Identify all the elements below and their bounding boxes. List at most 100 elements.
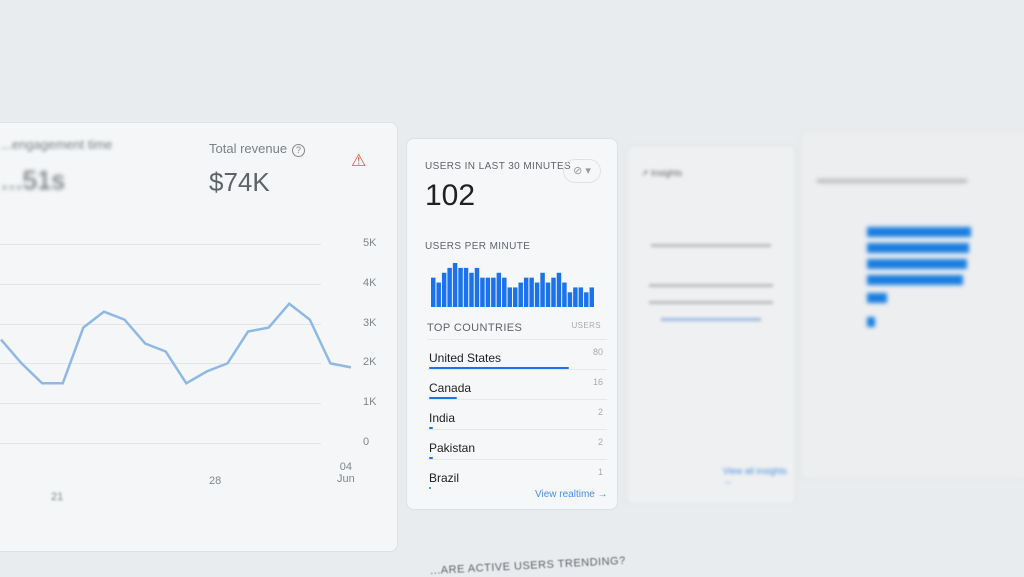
view-realtime-link[interactable]: View realtime → [535, 489, 608, 500]
x-tick: 21 [51, 491, 64, 503]
country-name: United States [429, 351, 502, 365]
users-per-minute-bar [513, 287, 518, 307]
view-insights-link[interactable]: View all insights → [723, 466, 787, 486]
gridline [0, 283, 321, 285]
country-users: 1 [597, 467, 603, 477]
country-row-divider [427, 369, 607, 370]
y-tick: 3K [363, 316, 377, 329]
revenue-line-chart [0, 301, 352, 385]
country-bar [429, 397, 457, 399]
revenue-label: Total revenue? [209, 141, 306, 157]
users-per-minute-bar [491, 277, 496, 307]
users-per-minute-bar [573, 287, 578, 307]
country-users: 16 [592, 377, 603, 387]
users-per-minute-bar [447, 267, 452, 307]
users-per-minute-bar [441, 272, 447, 307]
x-tick: 28 [209, 475, 222, 487]
y-tick: 4K [363, 276, 377, 289]
users-per-minute-bar [458, 267, 463, 307]
card-title [817, 179, 967, 183]
realtime-card: USERS IN LAST 30 MINUTES ⊘ ▾ 102 USERS P… [406, 138, 618, 510]
engagement-label: ...engagement time [1, 137, 113, 152]
country-row-divider [427, 399, 607, 400]
help-icon[interactable]: ? [292, 144, 306, 157]
realtime-title: USERS IN LAST 30 MINUTES [425, 161, 572, 172]
users-per-minute-bar [584, 292, 589, 307]
users-per-minute-bar [436, 282, 441, 307]
bar [867, 227, 971, 237]
country-name: Canada [429, 381, 472, 395]
bar [867, 317, 875, 327]
users-per-minute-bar [562, 282, 567, 307]
users-per-minute-bar [567, 292, 573, 307]
bar [867, 259, 967, 269]
country-name: India [429, 411, 456, 425]
engagement-value: ...51s [1, 165, 65, 195]
users-per-minute-bar [518, 282, 523, 307]
users-per-minute-bar [463, 267, 469, 307]
realtime-value: 102 [425, 179, 476, 212]
gridline [0, 403, 321, 405]
revenue-label-text: Total revenue [209, 141, 288, 156]
users-per-minute-bar [534, 282, 540, 307]
insights-title-text: Insights [651, 168, 683, 178]
country-row-divider [427, 429, 607, 430]
x-tick: 04 Jun [337, 461, 355, 485]
country-row-divider [427, 339, 607, 340]
users-per-minute-bar [529, 277, 534, 307]
blurred-bar-chart-card [800, 130, 1024, 480]
gridline [0, 443, 321, 444]
y-tick: 1K [363, 396, 377, 409]
warning-triangle-icon[interactable]: ⚠ [351, 151, 367, 170]
users-per-minute-bar [523, 277, 529, 307]
insights-text [651, 244, 771, 247]
top-countries-label: TOP COUNTRIES [427, 322, 523, 334]
users-per-minute-bar [545, 282, 551, 307]
y-tick: 2K [363, 356, 377, 369]
users-per-minute-bar [551, 277, 556, 307]
per-minute-label: USERS PER MINUTE [425, 241, 531, 252]
gridline [0, 244, 321, 245]
insights-text [661, 318, 761, 321]
country-row-divider [427, 459, 607, 460]
country-bar [429, 457, 433, 459]
users-per-minute-bar [452, 263, 458, 307]
revenue-value: $74K [209, 167, 270, 197]
y-tick: 5K [363, 237, 377, 249]
bar [867, 243, 969, 253]
insights-text [649, 301, 773, 304]
revenue-card: ...engagement time ...51s Total revenue?… [0, 122, 398, 552]
users-column-label: USERS [571, 321, 601, 330]
y-tick: 0 [363, 436, 370, 448]
users-per-minute-bar [507, 287, 512, 307]
country-bar [429, 367, 569, 369]
country-name: Pakistan [429, 441, 476, 455]
revenue-series-line [0, 301, 352, 385]
users-per-minute-bar [496, 272, 502, 307]
users-per-minute-bar [578, 287, 584, 307]
users-per-minute-bar [502, 277, 507, 307]
users-per-minute-bar [589, 287, 594, 307]
users-per-minute-bar [469, 272, 474, 307]
users-per-minute-bar [556, 272, 562, 307]
insights-title: ↗ Insights [641, 168, 683, 178]
country-users: 2 [597, 437, 603, 447]
country-bar [429, 427, 433, 429]
compare-dropdown[interactable]: ⊘ ▾ [563, 159, 601, 183]
country-users: 2 [597, 407, 603, 417]
section-heading: ...ARE ACTIVE USERS TRENDING? [429, 554, 627, 577]
gridline [0, 363, 321, 365]
bar [867, 293, 887, 303]
users-per-minute-bar [474, 267, 480, 307]
insights-text [649, 284, 773, 287]
country-name: Brazil [429, 471, 460, 485]
users-per-minute-bar [540, 272, 545, 307]
insights-card: ↗ Insights View all insights → [626, 145, 796, 505]
country-bar [429, 487, 431, 489]
bar [867, 275, 963, 285]
country-users: 80 [592, 347, 603, 357]
users-per-minute-chart [431, 263, 594, 307]
users-per-minute-bar [485, 277, 491, 307]
users-per-minute-bar [480, 277, 485, 307]
gridline [0, 323, 321, 325]
